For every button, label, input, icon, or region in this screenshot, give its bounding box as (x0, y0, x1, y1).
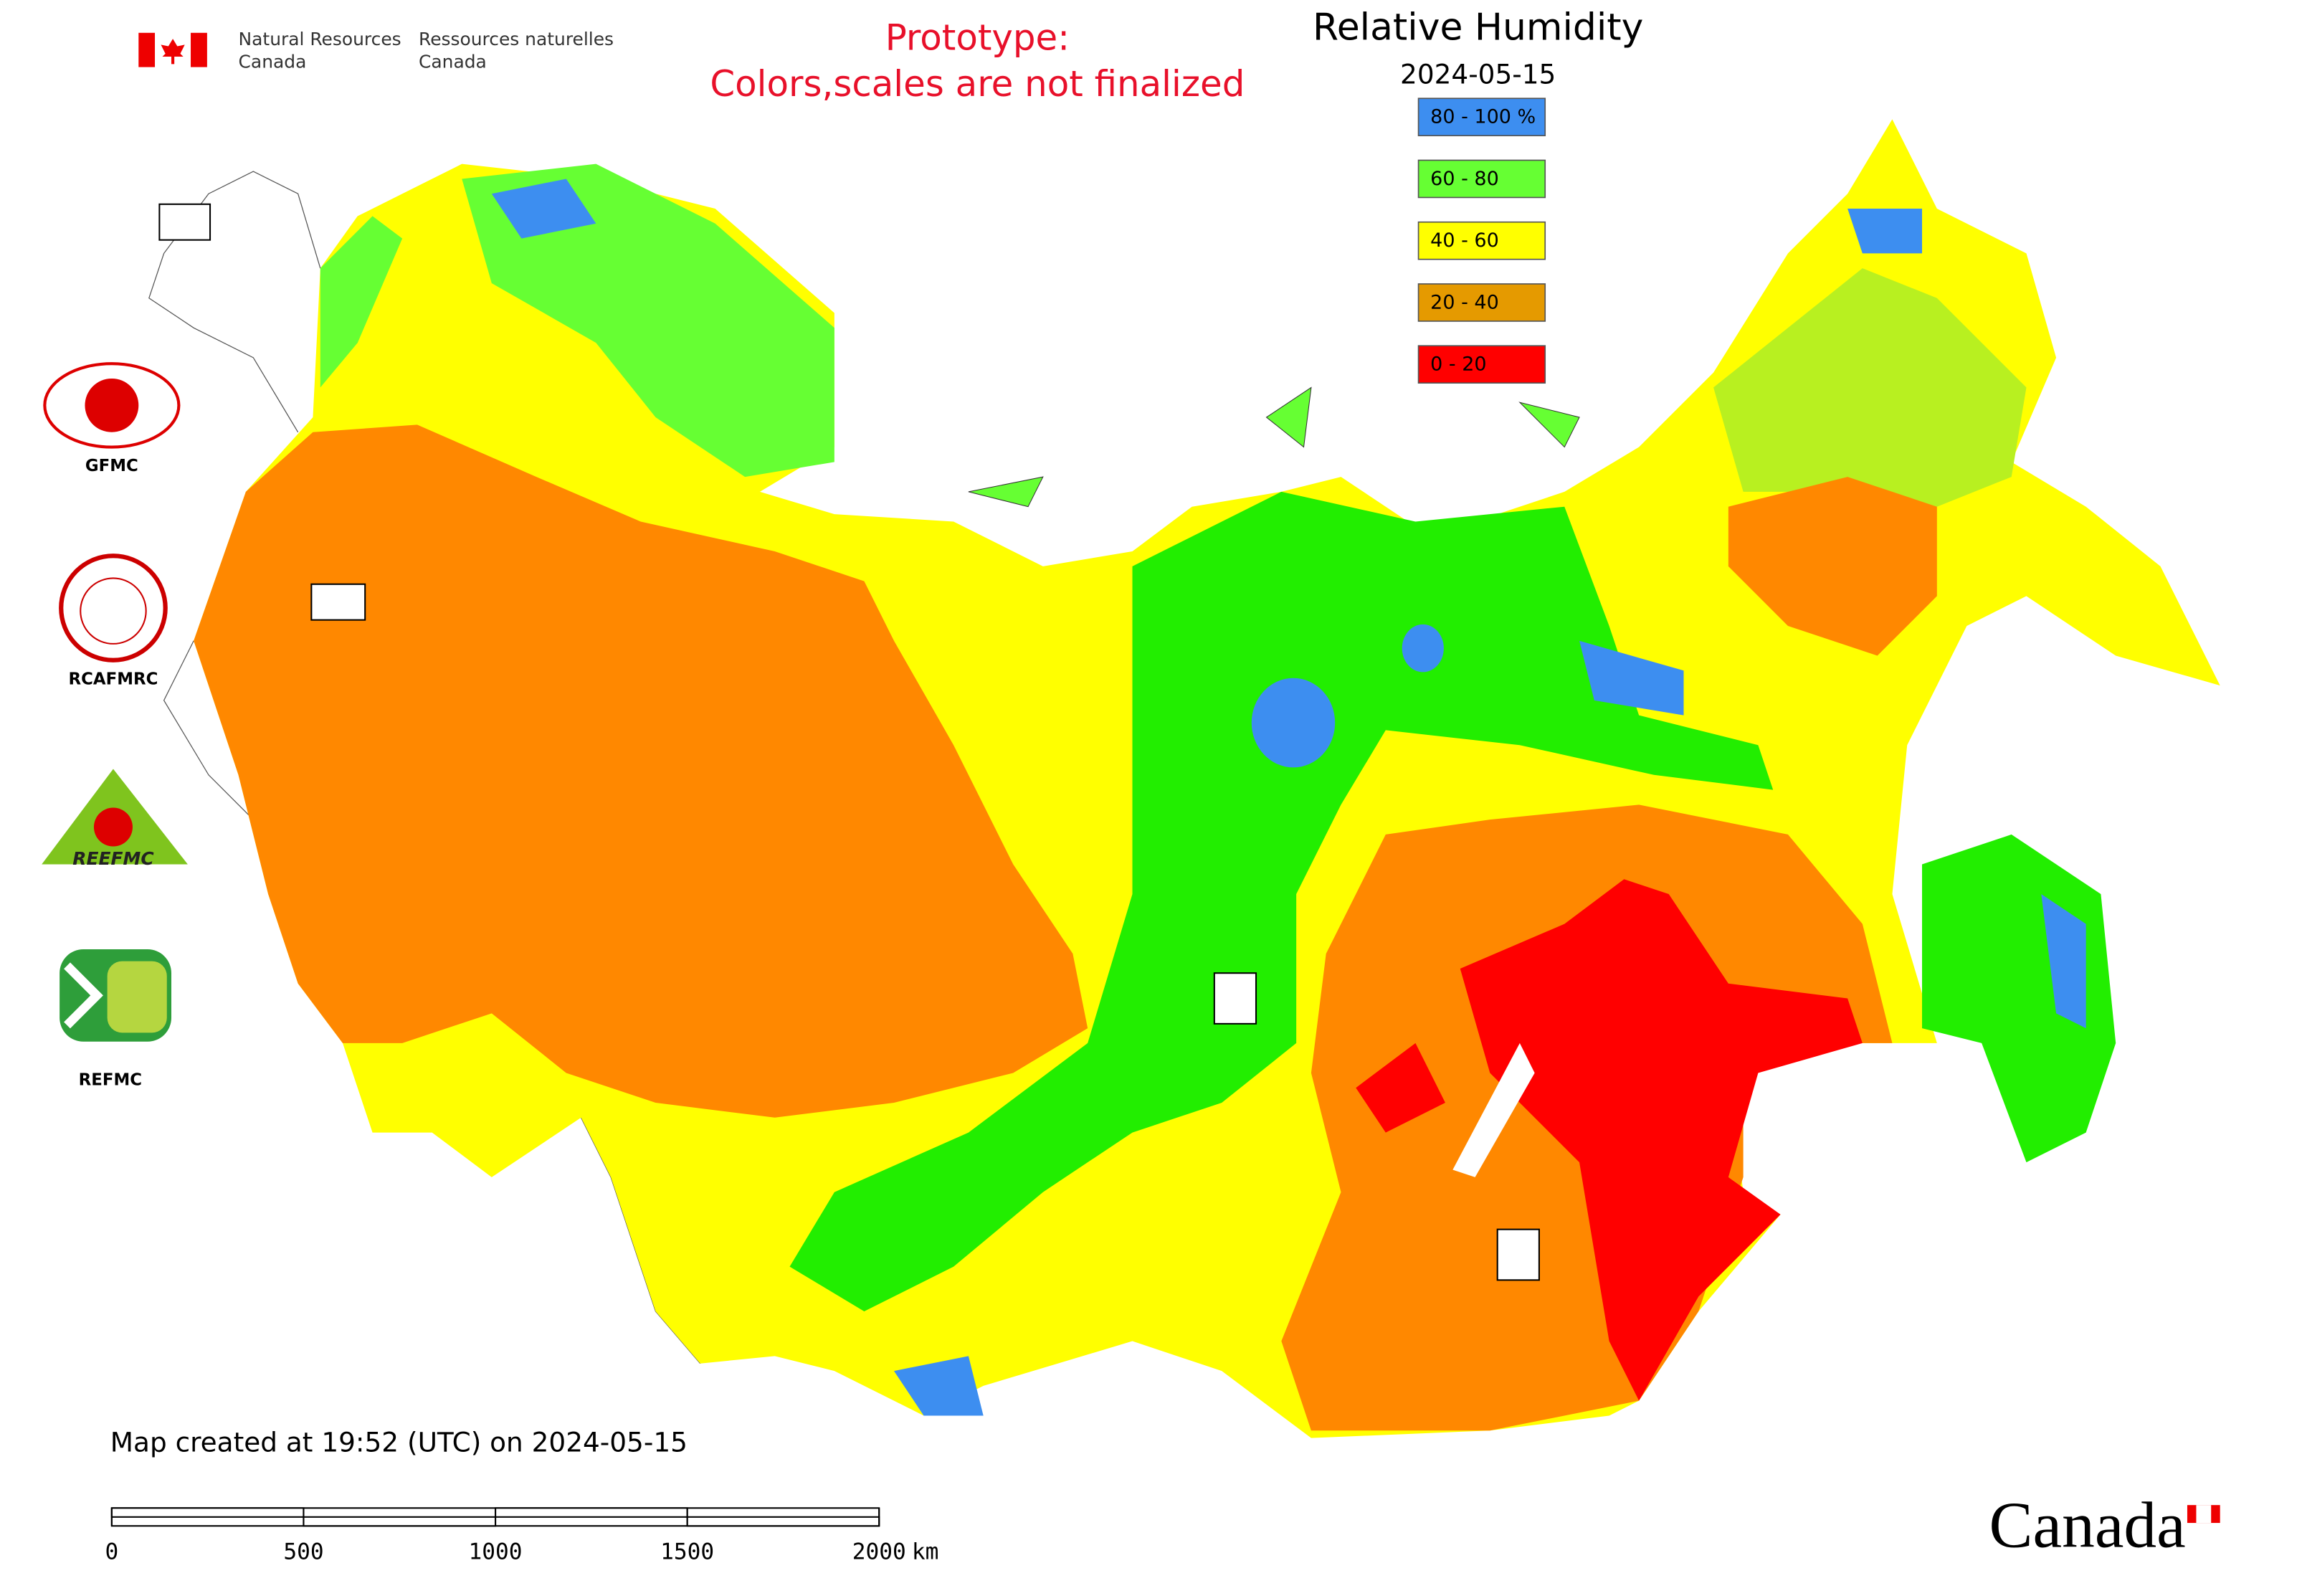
legend-label: 20 - 40 (1430, 291, 1499, 313)
scale-segment (303, 1516, 497, 1527)
border (163, 640, 269, 835)
map-area (148, 119, 2220, 1438)
legend-swatch (1417, 345, 1546, 384)
legend-swatch (1417, 159, 1546, 199)
region-60-80 (1922, 834, 2116, 1163)
region-60-80 (462, 163, 834, 478)
legend-swatch (1417, 221, 1546, 260)
station-marker (1213, 972, 1257, 1025)
map-title: Relative Humidity (1313, 6, 1643, 49)
logo-label: RCAFMRC (69, 670, 158, 688)
scale-label: 1000 (469, 1539, 523, 1565)
legend-label: 60 - 80 (1430, 168, 1499, 190)
canada-wordmark: Canada (1989, 1489, 2186, 1562)
logo-label: GFMC (85, 457, 138, 475)
flag-bar (191, 32, 207, 67)
legend-label: 0 - 20 (1430, 353, 1486, 376)
region-80-100 (1251, 678, 1336, 768)
logo-mark-text: REEFMC (72, 848, 154, 869)
region-80-100 (491, 179, 596, 239)
station-marker (158, 203, 211, 241)
scale-label: 2000 (852, 1539, 906, 1565)
region-40-60 (1639, 432, 1728, 492)
station-marker (1496, 1228, 1540, 1281)
legend-swatch (1417, 98, 1546, 137)
region-80-100 (1579, 640, 1684, 716)
header-text: Natural Resources (239, 29, 401, 49)
legend-label: 40 - 60 (1430, 229, 1499, 252)
scale-label: 500 (283, 1539, 323, 1565)
scale-bar: 0 500 1000 1500 2000 km (105, 1507, 939, 1565)
island (968, 386, 1580, 508)
region-80-100 (2041, 894, 2086, 1029)
region-20-40 (194, 424, 1088, 1118)
scale-label: 0 (105, 1539, 118, 1565)
scale-segment (110, 1507, 305, 1518)
legend-swatch (1417, 283, 1546, 322)
refmc-logo (64, 962, 103, 1029)
legend-label: 80 - 100 % (1430, 106, 1536, 128)
lake (1452, 1042, 1535, 1177)
footer-note: Map created at 19:52 (UTC) on 2024-05-15 (110, 1426, 688, 1458)
scale-unit: km (912, 1539, 939, 1565)
region-20-40 (1728, 477, 1937, 656)
gfmc-logo (43, 362, 181, 449)
flag-bar (138, 32, 156, 67)
header-text: Canada (419, 51, 487, 72)
logo-label: REFMC (79, 1070, 142, 1089)
region-80-100 (893, 1356, 984, 1416)
region-0-20 (1356, 1042, 1445, 1133)
scale-label: 1500 (660, 1539, 714, 1565)
scale-segment (495, 1507, 688, 1518)
header-text: Ressources naturelles (419, 29, 614, 49)
header-text: Canada (239, 51, 307, 72)
refmc-logo (107, 961, 167, 1033)
border (148, 171, 321, 433)
scale-segment (686, 1516, 880, 1527)
region-80-100 (1402, 624, 1444, 673)
prototype-notice: Prototype: (885, 17, 1070, 59)
canada-flag (138, 32, 207, 67)
gfmc-logo (85, 378, 139, 432)
station-marker (310, 583, 366, 621)
rcafmrc-logo (80, 577, 147, 645)
reefmc-logo (93, 807, 133, 847)
region-0-20 (1460, 879, 1863, 1401)
wordmark-flag (2196, 1505, 2212, 1524)
region-60-80 (789, 491, 1774, 1311)
legend: 80 - 100 % 60 - 80 40 - 60 20 - 40 0 - 20 (1417, 98, 1546, 384)
region-60-80 (1713, 268, 2027, 507)
prototype-notice: Colors,scales are not finalized (710, 63, 1245, 105)
region-80-100 (1847, 209, 1923, 254)
map-date: 2024-05-15 (1400, 59, 1556, 90)
region-60-80 (320, 216, 403, 388)
maple-leaf (161, 39, 185, 65)
